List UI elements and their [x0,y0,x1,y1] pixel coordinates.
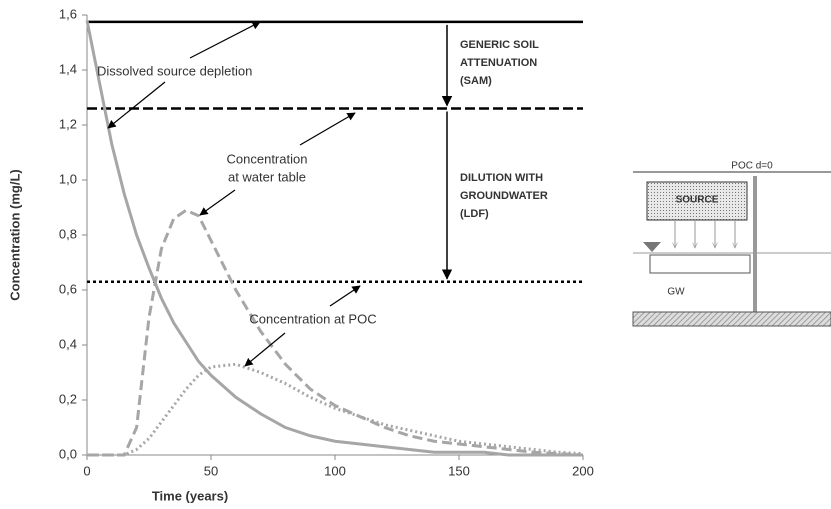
gw-label: GW [667,287,685,298]
y-tick-label: 1,2 [59,116,77,131]
x-tick-label: 200 [572,463,594,478]
y-tick-label: 0,6 [59,281,77,296]
y-axis-label: Concentration (mg/L) [7,169,22,300]
annotation: GROUNDWATER [460,190,548,202]
y-tick-label: 0,2 [59,391,77,406]
diagram: POC d=0 SOURCE GW [632,161,831,327]
x-tick-label: 100 [324,463,346,478]
y-tick-label: 1,4 [59,61,77,76]
annotation: ATTENUATION [460,57,537,69]
x-tick-label: 150 [448,463,470,478]
y-tick-label: 0,4 [59,336,77,351]
annotation-arrow [299,112,356,146]
y-tick-label: 1,0 [59,171,77,186]
source-box [646,181,748,221]
annotation: DILUTION WITH [460,172,543,184]
series-line [85,20,583,457]
x-axis-label: Time (years) [152,488,228,503]
bedrock [632,311,831,327]
annotation-arrow [329,285,361,307]
y-tick-label: 0,0 [59,446,77,461]
annotation: Dissolved source depletion [97,63,252,78]
x-tick-label: 50 [204,463,218,478]
y-tick-label: 1,6 [59,6,77,21]
annotation-arrow [107,81,166,129]
y-tick-label: 0,8 [59,226,77,241]
annotation: at water table [228,169,306,184]
source-label: SOURCE [676,195,719,206]
mixing-zone [649,254,751,274]
poc-label: POC d=0 [731,161,773,172]
annotation-arrow [199,189,236,216]
annotation: Concentration at POC [249,311,376,326]
annotation-arrow [244,332,286,367]
annotation-arrow [189,21,261,59]
annotation: GENERIC SOIL [460,39,539,51]
annotation: (LDF) [460,208,489,220]
series-line [87,208,584,457]
annotation: (SAM) [460,75,492,87]
annotation: Concentration [227,151,308,166]
x-tick-label: 0 [83,463,90,478]
series-line [87,362,584,457]
water-table-symbol [643,242,661,252]
